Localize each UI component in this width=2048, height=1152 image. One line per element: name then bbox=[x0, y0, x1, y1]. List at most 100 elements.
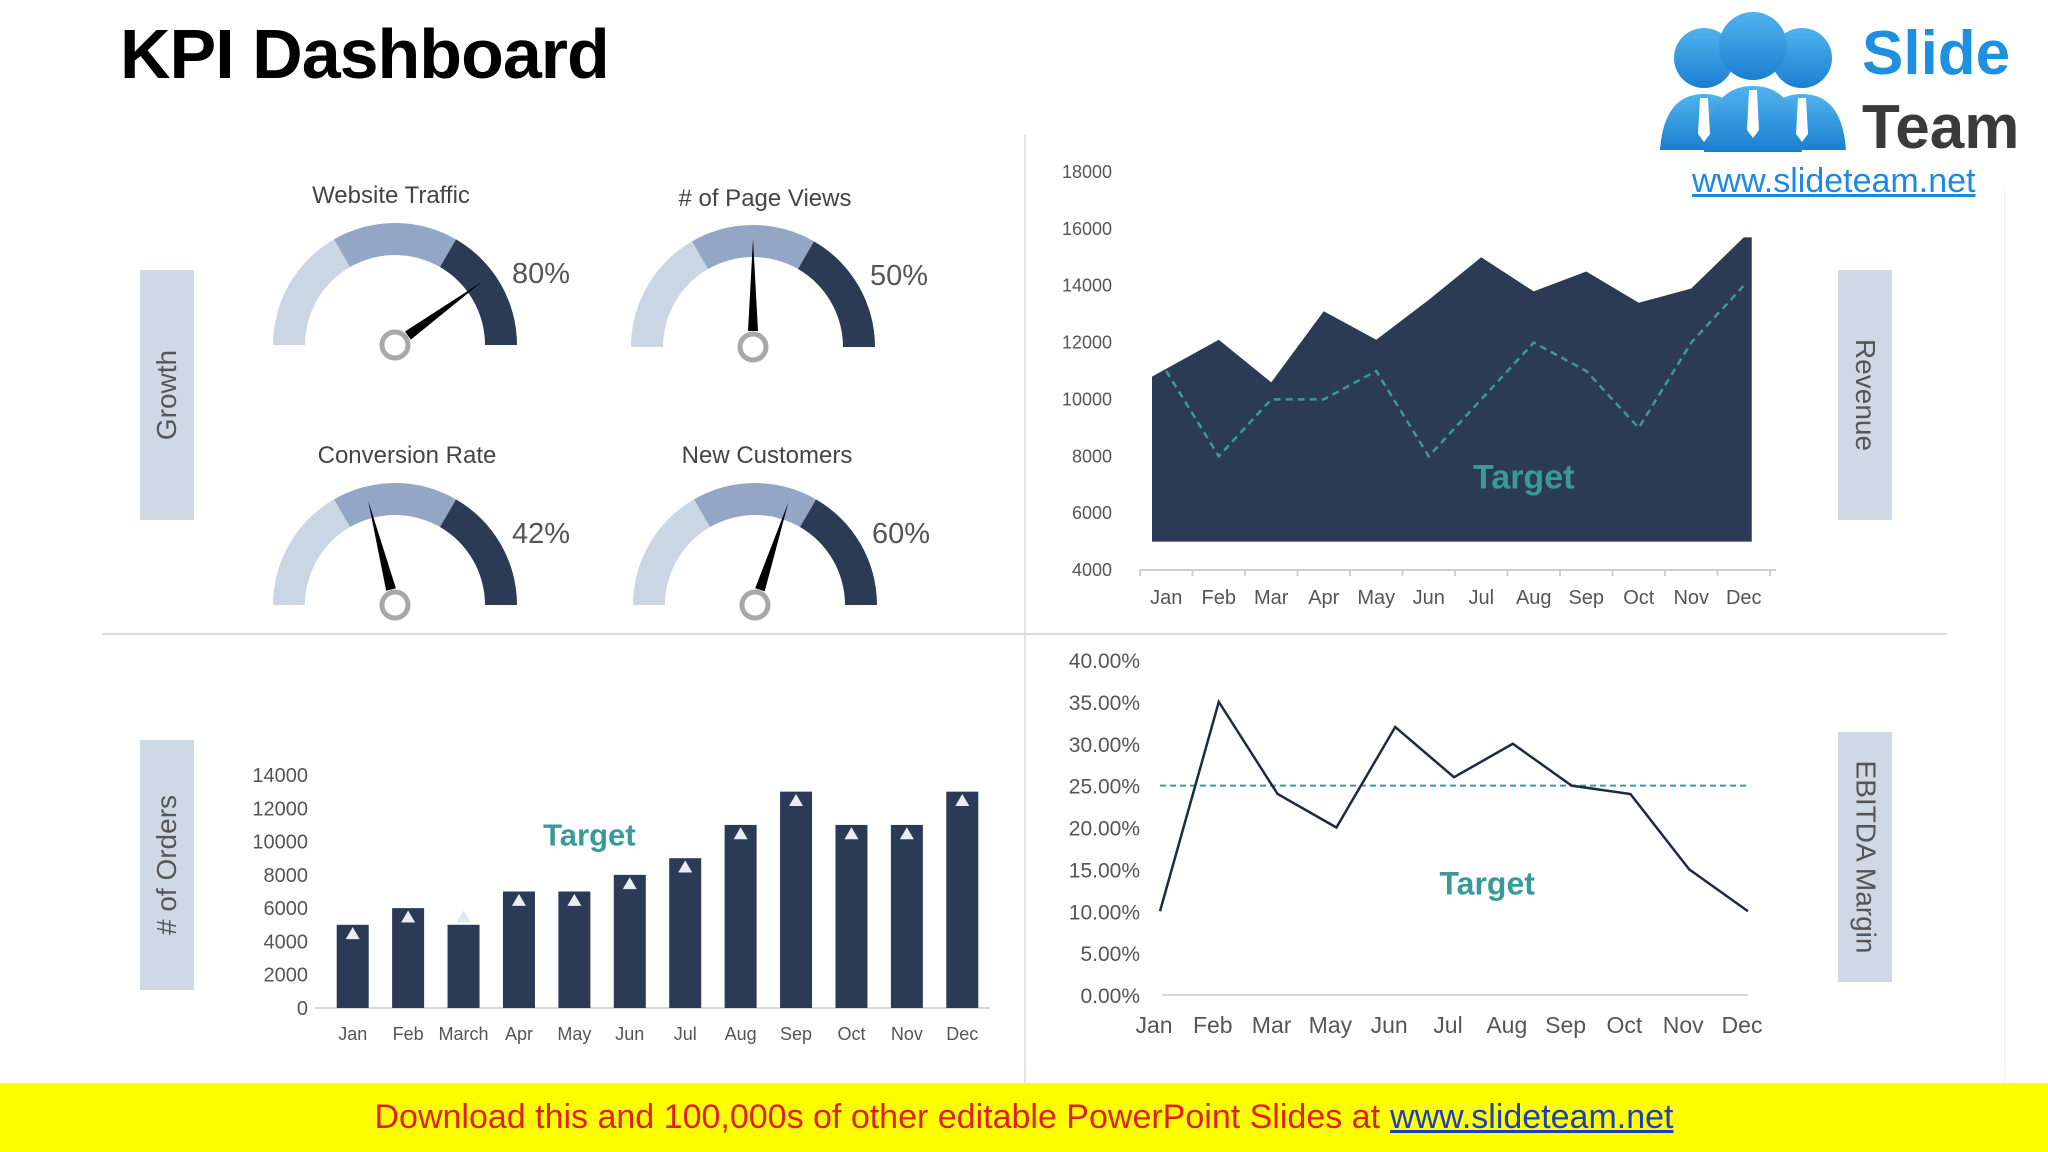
logo-url-link[interactable]: www.slideteam.net bbox=[1692, 162, 1976, 200]
x-tick-label: Mar bbox=[1254, 587, 1289, 609]
side-label-revenue: Revenue bbox=[1838, 270, 1892, 520]
logo-word-slide: Slide bbox=[1862, 19, 2011, 88]
gauge-band-low bbox=[273, 239, 350, 345]
y-tick-label: 10000 bbox=[1062, 389, 1112, 409]
side-label-ebitda-text: EBITDA Margin bbox=[1850, 760, 1882, 954]
y-tick-label: 14000 bbox=[1062, 276, 1112, 296]
x-tick-label: Mar bbox=[1252, 1012, 1292, 1038]
side-label-orders-text: # of Orders bbox=[151, 794, 182, 936]
target-marker bbox=[955, 793, 970, 806]
slideteam-logo[interactable]: Slide Team www.slideteam.net bbox=[1640, 0, 2048, 200]
y-tick-label: 30.00% bbox=[1069, 734, 1140, 757]
side-label-orders: # of Orders bbox=[140, 740, 194, 990]
orders-bar bbox=[780, 791, 813, 1008]
x-tick-label: Jul bbox=[1468, 587, 1494, 609]
gauge-value-new-customers: 60% bbox=[872, 518, 931, 550]
x-tick-label: Apr bbox=[1308, 587, 1339, 609]
gauge-band-high bbox=[800, 499, 877, 605]
page-title: KPI Dashboard bbox=[120, 15, 610, 93]
banner-link[interactable]: www.slideteam.net bbox=[1390, 1098, 1674, 1136]
gauge-band-high bbox=[440, 499, 517, 605]
target-marker bbox=[456, 910, 471, 923]
revenue-target-line bbox=[1165, 284, 1745, 459]
gauge-band-low bbox=[273, 499, 350, 605]
orders-bar bbox=[890, 824, 923, 1008]
y-tick-label: 12000 bbox=[1062, 333, 1112, 353]
x-tick-label: Jan bbox=[1150, 587, 1182, 609]
y-tick-label: 6000 bbox=[264, 898, 309, 920]
target-marker bbox=[401, 910, 416, 923]
x-tick-label: May bbox=[1309, 1012, 1353, 1038]
x-tick-label: Dec bbox=[946, 1024, 978, 1044]
gauge-band-mid bbox=[334, 483, 456, 528]
target-marker bbox=[844, 827, 859, 840]
orders-bar bbox=[669, 858, 702, 1008]
x-tick-label: Jul bbox=[1433, 1012, 1462, 1038]
x-tick-label: Feb bbox=[1193, 1012, 1233, 1038]
y-tick-label: 0 bbox=[297, 998, 308, 1020]
x-tick-label: Oct bbox=[1623, 587, 1655, 609]
y-tick-label: 10000 bbox=[252, 832, 308, 854]
target-annotation: Target bbox=[1473, 458, 1574, 496]
x-tick-label: Aug bbox=[1516, 587, 1552, 609]
target-marker bbox=[622, 877, 637, 890]
gauge-value-website-traffic: 80% bbox=[512, 258, 571, 290]
download-banner[interactable]: Download this and 100,000s of other edit… bbox=[0, 1083, 2048, 1152]
horizontal-divider bbox=[102, 633, 1947, 635]
people-logo-icon bbox=[1660, 12, 1846, 152]
revenue-area-chart: 4000 6000 8000 10000 12000 14000 16000 18000 Jan… bbox=[1062, 162, 1776, 609]
x-tick-label: Jul bbox=[674, 1024, 697, 1044]
x-tick-label: Jun bbox=[1371, 1012, 1408, 1038]
target-marker bbox=[345, 927, 360, 940]
gauge-label-page-views: # of Page Views bbox=[678, 185, 852, 212]
side-label-ebitda: EBITDA Margin bbox=[1838, 732, 1892, 982]
x-tick-label: Nov bbox=[1663, 1012, 1704, 1038]
gauge-needle bbox=[755, 502, 789, 592]
orders-bar bbox=[558, 891, 591, 1008]
gauge-pivot bbox=[379, 589, 411, 621]
y-tick-label: 40.00% bbox=[1069, 650, 1140, 673]
y-tick-label: 14000 bbox=[252, 765, 308, 787]
x-tick-label: Jan bbox=[338, 1024, 367, 1044]
gauge-label-new-customers: New Customers bbox=[681, 442, 853, 469]
y-tick-label: 10.00% bbox=[1069, 901, 1140, 924]
logo-word-team: Team bbox=[1862, 93, 2020, 162]
revenue-area bbox=[1152, 237, 1752, 542]
gauge-needle bbox=[368, 500, 396, 591]
x-tick-label: Oct bbox=[1607, 1012, 1643, 1038]
target-marker bbox=[899, 827, 914, 840]
x-tick-label: Jan bbox=[1135, 1012, 1172, 1038]
side-label-revenue-text: Revenue bbox=[1850, 338, 1881, 452]
x-tick-label: March bbox=[439, 1024, 489, 1044]
gauge-value-conversion-rate: 42% bbox=[512, 518, 571, 550]
target-annotation: Target bbox=[1439, 865, 1535, 901]
orders-bar bbox=[502, 891, 535, 1008]
side-label-growth: Growth bbox=[140, 270, 194, 520]
gauge-pivot bbox=[739, 589, 771, 621]
x-tick-label: May bbox=[557, 1024, 591, 1044]
gauge-pivot bbox=[737, 331, 769, 363]
orders-bar bbox=[613, 874, 646, 1008]
gauge-new-customers bbox=[633, 483, 877, 621]
x-tick-label: Aug bbox=[1486, 1012, 1527, 1038]
y-tick-label: 16000 bbox=[1062, 219, 1112, 239]
x-tick-label: Oct bbox=[837, 1024, 865, 1044]
orders-bar bbox=[946, 791, 979, 1008]
target-marker bbox=[567, 893, 582, 906]
x-tick-label: Sep bbox=[1568, 587, 1604, 609]
gauge-band-mid bbox=[334, 223, 456, 268]
x-tick-label: Aug bbox=[725, 1024, 757, 1044]
ebitda-line-chart: 0.00% 5.00% 10.00% 15.00% 20.00% 25.00% 30.00%… bbox=[1069, 650, 1763, 1038]
gauge-pivot bbox=[379, 329, 411, 361]
orders-bar-chart: 0 2000 4000 6000 8000 10000 12000 14000 Jan Feb Ma… bbox=[252, 765, 990, 1044]
gauge-page-views bbox=[631, 225, 875, 363]
y-tick-label: 15.00% bbox=[1069, 859, 1140, 882]
y-tick-label: 5.00% bbox=[1080, 943, 1140, 966]
x-tick-label: Dec bbox=[1726, 587, 1762, 609]
y-tick-label: 8000 bbox=[264, 865, 309, 887]
target-marker bbox=[511, 893, 526, 906]
right-divider bbox=[2004, 190, 2005, 1083]
vertical-divider bbox=[1024, 135, 1026, 1083]
y-tick-label: 8000 bbox=[1072, 446, 1112, 466]
orders-bar bbox=[724, 824, 757, 1008]
